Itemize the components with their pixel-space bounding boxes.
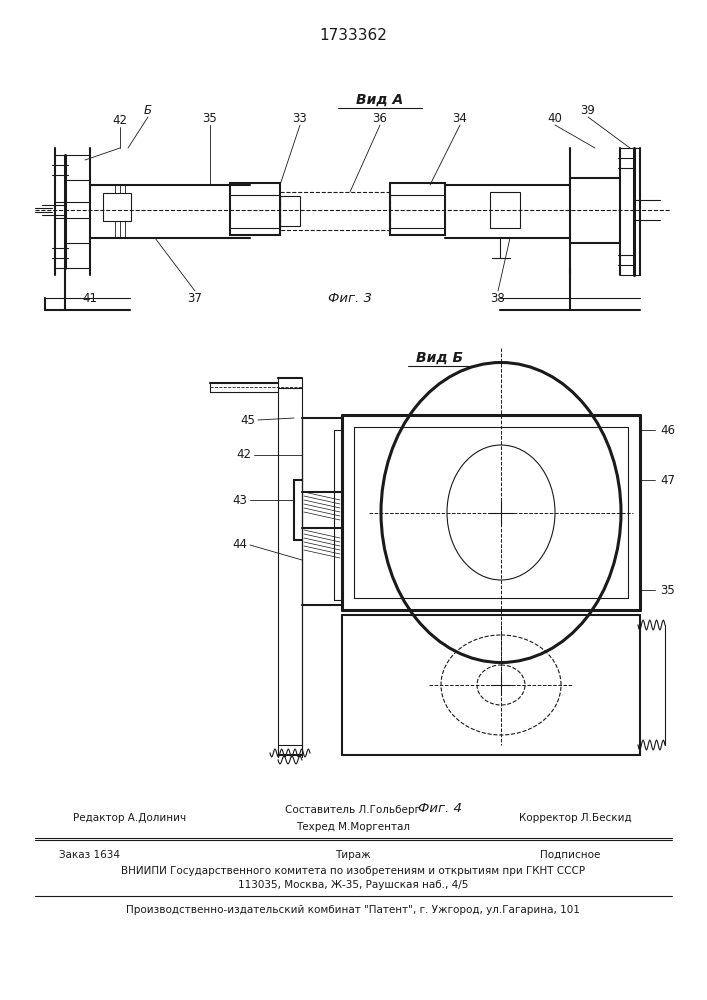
Text: 42: 42 xyxy=(112,113,127,126)
Text: Подписное: Подписное xyxy=(540,850,600,860)
Text: 46: 46 xyxy=(660,424,675,436)
Bar xyxy=(280,196,300,226)
Text: 44: 44 xyxy=(233,538,247,552)
Bar xyxy=(280,192,390,230)
Text: Корректор Л.Бескид: Корректор Л.Бескид xyxy=(519,813,631,823)
Text: Редактор А.Долинич: Редактор А.Долинич xyxy=(74,813,187,823)
Text: 43: 43 xyxy=(233,493,247,506)
Text: 113035, Москва, Ж-35, Раушская наб., 4/5: 113035, Москва, Ж-35, Раушская наб., 4/5 xyxy=(238,880,468,890)
Text: Техред М.Моргентал: Техред М.Моргентал xyxy=(296,822,410,832)
Text: 35: 35 xyxy=(660,584,674,596)
Text: Вид А: Вид А xyxy=(356,93,404,107)
Text: Тираж: Тираж xyxy=(335,850,370,860)
Bar xyxy=(230,183,280,235)
Text: Производственно-издательский комбинат "Патент", г. Ужгород, ул.Гагарина, 101: Производственно-издательский комбинат "П… xyxy=(126,905,580,915)
Text: 42: 42 xyxy=(237,448,252,462)
Text: 34: 34 xyxy=(452,111,467,124)
Text: 45: 45 xyxy=(240,414,255,426)
Bar xyxy=(490,192,520,228)
Text: 41: 41 xyxy=(83,292,98,304)
Bar xyxy=(103,193,131,221)
Text: 1733362: 1733362 xyxy=(319,27,387,42)
Text: Фиг. 4: Фиг. 4 xyxy=(418,802,462,814)
Text: 33: 33 xyxy=(293,111,308,124)
Text: Б: Б xyxy=(144,104,152,116)
Text: Фиг. 3: Фиг. 3 xyxy=(328,292,372,304)
Text: 35: 35 xyxy=(203,111,217,124)
Text: ВНИИПИ Государственного комитета по изобретениям и открытиям при ГКНТ СССР: ВНИИПИ Государственного комитета по изоб… xyxy=(121,866,585,876)
Text: Составитель Л.Гольберг: Составитель Л.Гольберг xyxy=(286,805,421,815)
Text: 40: 40 xyxy=(547,111,563,124)
Bar xyxy=(390,183,445,235)
Text: 38: 38 xyxy=(491,292,506,304)
Text: 36: 36 xyxy=(373,111,387,124)
Text: Вид Б: Вид Б xyxy=(416,351,464,365)
Text: Заказ 1634: Заказ 1634 xyxy=(59,850,120,860)
Text: 37: 37 xyxy=(187,292,202,304)
Text: 39: 39 xyxy=(580,104,595,116)
Text: 47: 47 xyxy=(660,474,675,487)
